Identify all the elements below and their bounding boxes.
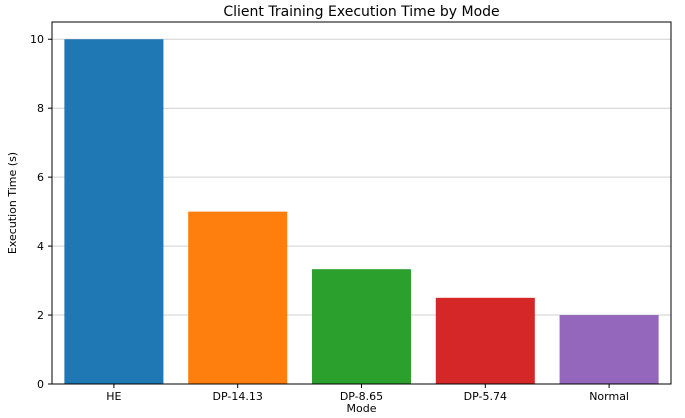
x-tick-label: DP-14.13	[213, 390, 263, 403]
chart-title: Client Training Execution Time by Mode	[223, 4, 499, 20]
bar-dp-8-65	[311, 269, 412, 384]
bars	[64, 39, 659, 384]
x-ticks: HE DP-14.13 DP-8.65 DP-5.74 Normal	[106, 384, 629, 403]
bar-dp-14-13	[188, 211, 288, 384]
y-tick-label: 6	[37, 171, 44, 184]
bar-normal	[559, 315, 659, 384]
x-tick-label: DP-8.65	[340, 390, 383, 403]
x-axis-title: Mode	[347, 402, 377, 415]
y-tick-label: 0	[37, 378, 44, 391]
bar-he	[64, 39, 164, 384]
y-tick-label: 4	[37, 240, 44, 253]
y-ticks: 0 2 4 6 8 10	[30, 33, 52, 391]
y-tick-label: 8	[37, 102, 44, 115]
x-tick-label: Normal	[589, 390, 629, 403]
x-tick-label: DP-5.74	[464, 390, 507, 403]
y-axis-title: Execution Time (s)	[6, 152, 19, 254]
bar-dp-5-74	[435, 297, 535, 384]
x-tick-label: HE	[106, 390, 121, 403]
y-tick-label: 10	[30, 33, 44, 46]
y-tick-label: 2	[37, 309, 44, 322]
